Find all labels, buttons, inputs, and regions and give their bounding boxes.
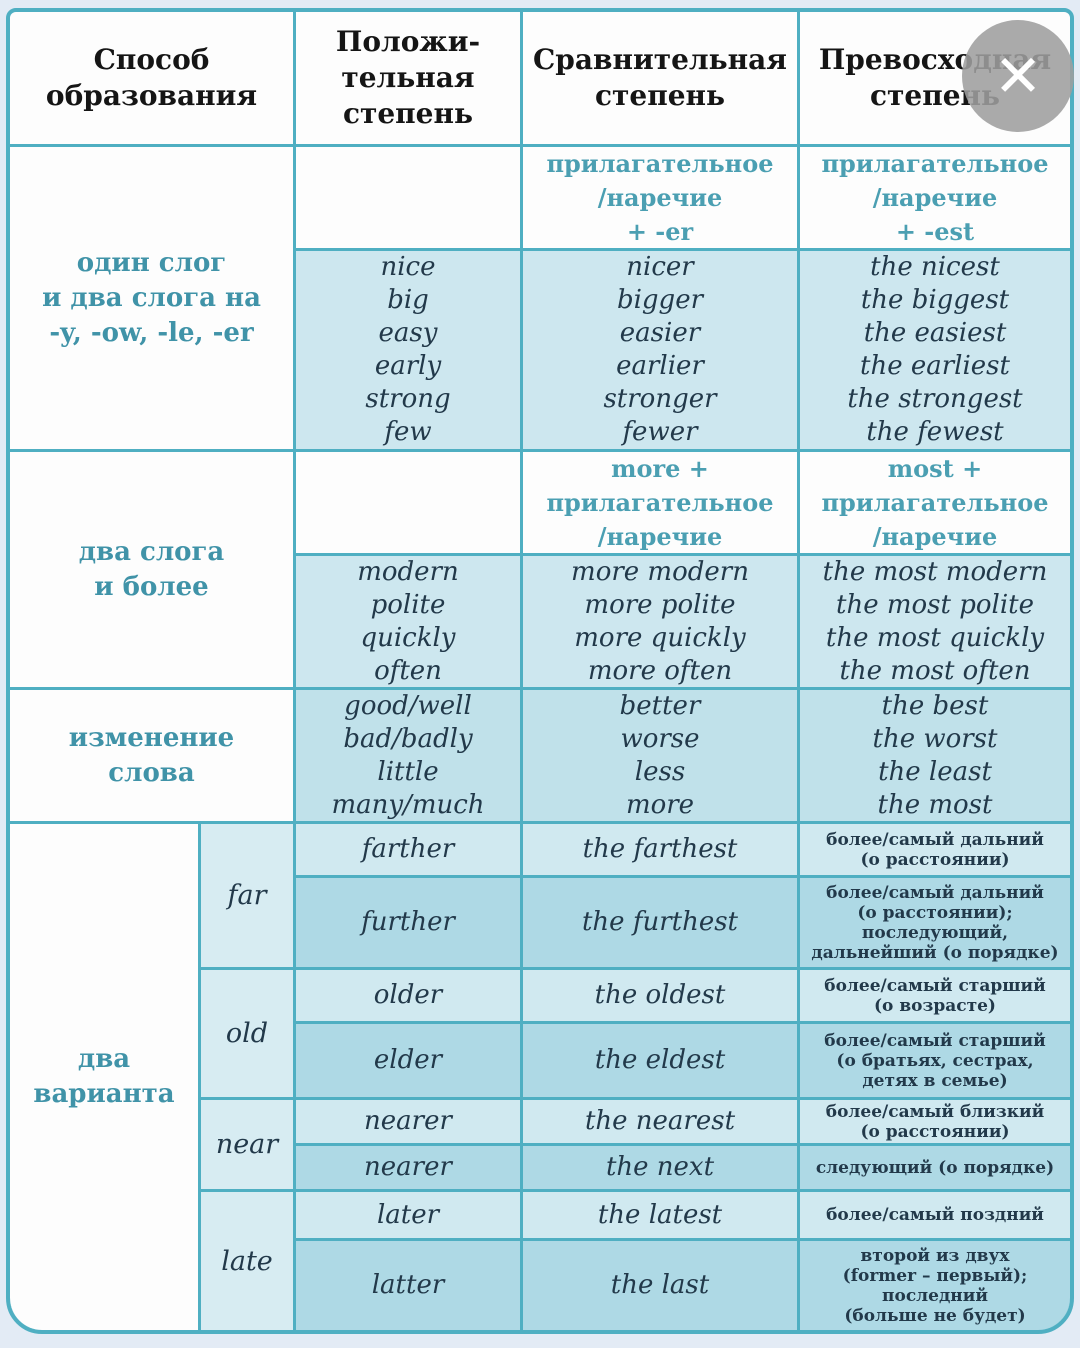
empty-cell [296, 147, 520, 248]
close-button[interactable]: ✕ [962, 20, 1074, 132]
superlative-words-one-syllable: the nicest the biggest the easiest the e… [800, 251, 1070, 449]
comparative-rule-more: more + прилагательное /наречие [523, 452, 797, 553]
positive-words-two-syllables: modern polite quickly often [296, 556, 520, 687]
comparative-further: further [296, 878, 520, 967]
superlative-the-eldest: the eldest [523, 1024, 797, 1097]
comparative-nearer: nearer [296, 1100, 520, 1143]
section-label-word-change: изменение слова [10, 690, 293, 821]
note-further: более/самый дальний (о расстоянии); посл… [800, 878, 1070, 967]
comparative-rule-er: прилагательное /наречие + -er [523, 147, 797, 248]
superlative-the-last: the last [523, 1241, 797, 1330]
note-later: более/самый поздний [800, 1192, 1070, 1238]
variant-word-late: late [201, 1192, 293, 1330]
column-header-method: Способ образования [10, 12, 293, 144]
column-header-positive: Положи- тельная степень [296, 12, 520, 144]
note-farther: более/самый дальний (о расстоянии) [800, 824, 1070, 875]
section-label-two-syllables: два слога и более [10, 452, 293, 687]
close-icon: ✕ [993, 42, 1043, 110]
column-header-comparative: Сравнительная степень [523, 12, 797, 144]
variant-word-old: old [201, 970, 293, 1097]
superlative-the-nearest: the nearest [523, 1100, 797, 1143]
empty-cell [296, 452, 520, 553]
superlative-rule-most: most + прилагательное /наречие [800, 452, 1070, 553]
superlative-the-furthest: the furthest [523, 878, 797, 967]
variant-word-far: far [201, 824, 293, 967]
superlative-the-next: the next [523, 1146, 797, 1189]
section-label-one-syllable: один слог и два слога на -y, -ow, -le, -… [10, 147, 293, 449]
note-latter: второй из двух (former – первый); послед… [800, 1241, 1070, 1330]
superlative-the-farthest: the farthest [523, 824, 797, 875]
degrees-of-comparison-table: Способ образования Положи- тельная степе… [10, 12, 1070, 1330]
superlative-words-irregular: the best the worst the least the most [800, 690, 1070, 821]
comparative-farther: farther [296, 824, 520, 875]
note-older: более/самый старший (о возрасте) [800, 970, 1070, 1021]
comparative-words-one-syllable: nicer bigger easier earlier stronger few… [523, 251, 797, 449]
comparative-older: older [296, 970, 520, 1021]
comparative-nearer-order: nearer [296, 1146, 520, 1189]
comparative-latter: latter [296, 1241, 520, 1330]
superlative-the-latest: the latest [523, 1192, 797, 1238]
note-nearer: более/самый близкий (о расстоянии) [800, 1100, 1070, 1143]
note-the-next: следующий (о порядке) [800, 1146, 1070, 1189]
comparative-words-irregular: better worse less more [523, 690, 797, 821]
section-label-two-variants: два варианта [10, 824, 198, 1330]
comparative-words-two-syllables: more modern more polite more quickly mor… [523, 556, 797, 687]
positive-words-one-syllable: nice big easy early strong few [296, 251, 520, 449]
superlative-the-oldest: the oldest [523, 970, 797, 1021]
comparison-table-card: Способ образования Положи- тельная степе… [6, 8, 1074, 1334]
comparative-later: later [296, 1192, 520, 1238]
variant-word-near: near [201, 1100, 293, 1189]
comparative-elder: elder [296, 1024, 520, 1097]
superlative-rule-est: прилагательное /наречие + -est [800, 147, 1070, 248]
note-elder: более/самый старший (о братьях, сестрах,… [800, 1024, 1070, 1097]
positive-words-irregular: good/well bad/badly little many/much [296, 690, 520, 821]
superlative-words-two-syllables: the most modern the most polite the most… [800, 556, 1070, 687]
